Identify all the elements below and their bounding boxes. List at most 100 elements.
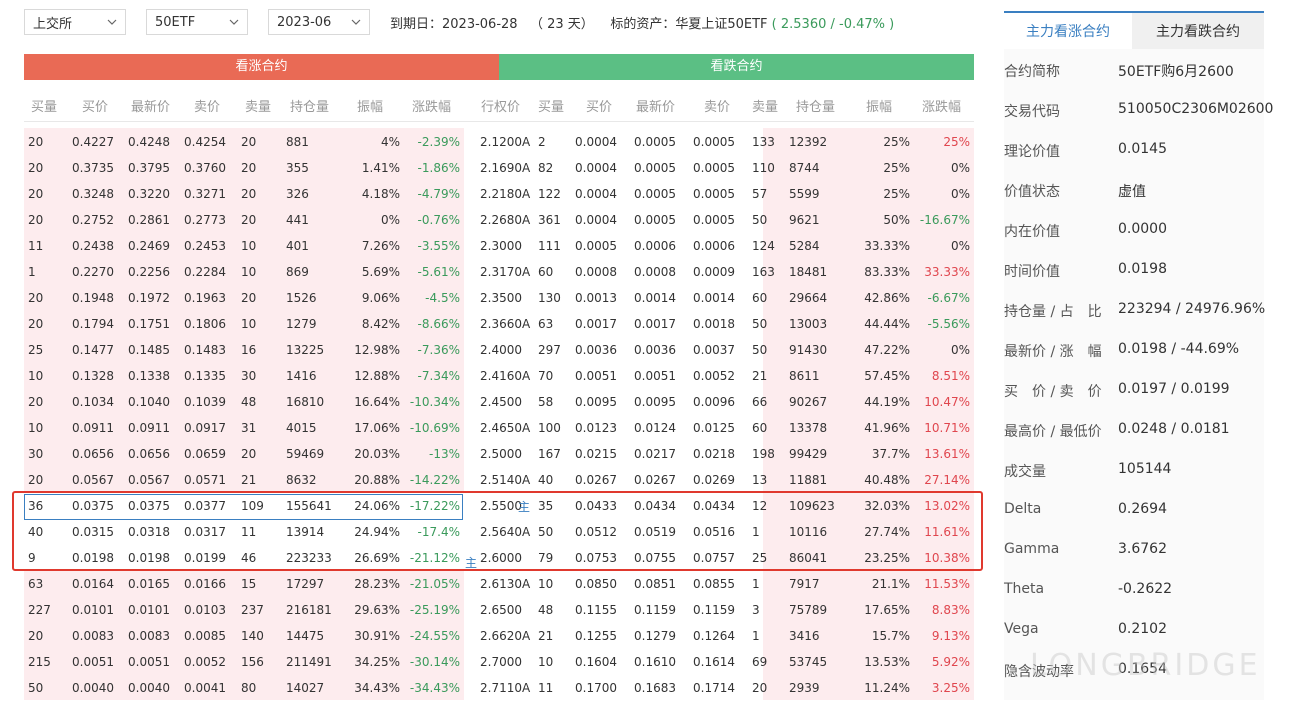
table-row[interactable]: 50 0.0040 0.0040 0.0041 80 14027 34.43% -34.43%… (24, 674, 974, 700)
column-header[interactable]: 卖价 (704, 100, 731, 115)
detail-value: 0.0000 (1118, 221, 1167, 237)
table-cell: 11 (538, 681, 554, 695)
table-row[interactable]: 10 0.0911 0.0911 0.0917 31 4015 17.06% -10.69% 2… (24, 414, 974, 440)
table-cell: -17.22% (409, 499, 460, 513)
table-cell: 0.0014 (634, 291, 676, 305)
table-row[interactable]: 63 0.0164 0.0165 0.0166 15 17297 28.23% -21.05%… (24, 570, 974, 596)
column-header[interactable]: 买量 (31, 100, 58, 115)
detail-value: 50ETF购6月2600 (1118, 64, 1234, 80)
table-cell: 0.0017 (575, 317, 617, 331)
table-cell: 40 (538, 473, 554, 487)
table-row[interactable]: 40 0.0315 0.0318 0.0317 11 13914 24.94% -17.4% 2… (24, 518, 974, 544)
table-cell: 0% (950, 161, 970, 175)
table-cell: 44.44% (864, 317, 910, 331)
table-row[interactable]: 11 0.2438 0.2469 0.2453 10 401 7.26% -3.55% 2.30… (24, 232, 974, 258)
column-header[interactable]: 卖量 (752, 100, 779, 115)
asset-name: 华夏上证50ETF (675, 16, 768, 32)
table-cell: 23.25% (864, 551, 910, 565)
table-cell: 10 (538, 655, 554, 669)
table-cell: 0.1972 (128, 291, 170, 305)
tab-main-put[interactable]: 主力看跌合约 (1132, 13, 1264, 49)
column-header[interactable]: 持仓量 (796, 100, 836, 115)
column-header[interactable]: 卖量 (245, 100, 272, 115)
table-cell: 869 (286, 265, 309, 279)
table-row[interactable]: 25 0.1477 0.1485 0.1483 16 13225 12.98% -7.36% 2… (24, 336, 974, 362)
table-row[interactable]: 20 0.1948 0.1972 0.1963 20 1526 9.06% -4.5% 2.35… (24, 284, 974, 310)
table-cell: -5.56% (927, 317, 970, 331)
expiry-date: 2023-06-28 (442, 16, 518, 32)
table-row[interactable]: 20 0.1794 0.1751 0.1806 10 1279 8.42% -8.66% 2.3… (24, 310, 974, 336)
detail-value: 0.0145 (1118, 141, 1167, 157)
table-cell: 0.0911 (72, 421, 114, 435)
table-row[interactable]: 20 0.1034 0.1040 0.1039 48 16810 16.64% -10.34%… (24, 388, 974, 414)
column-header[interactable]: 最新价 (131, 100, 171, 115)
tab-main-call[interactable]: 主力看涨合约 (1004, 13, 1133, 49)
put-itm-shading (763, 128, 974, 700)
detail-value: 223294 / 24976.96% (1118, 301, 1266, 317)
table-row[interactable]: 227 0.0101 0.0101 0.0103 237 216181 29.63% -25.… (24, 596, 974, 622)
column-header[interactable]: 振幅 (357, 100, 384, 115)
table-row[interactable]: 30 0.0656 0.0656 0.0659 20 59469 20.03% -13% 2.5… (24, 440, 974, 466)
table-cell: 13003 (789, 317, 828, 331)
table-cell: 8.51% (931, 369, 970, 383)
table-row[interactable]: 36 0.0375 0.0375 0.0377 109 155641 24.06% -17.2… (24, 492, 974, 518)
column-header[interactable]: 买价 (586, 100, 613, 115)
table-cell: 32.03% (864, 499, 910, 513)
table-cell: 13378 (789, 421, 828, 435)
detail-label: 最新价 / 涨 幅 (1004, 344, 1102, 360)
detail-item: Gamma 3.6762 (1004, 541, 1284, 581)
column-header[interactable]: 振幅 (866, 100, 893, 115)
table-cell: -24.55% (409, 629, 460, 643)
table-cell: 2939 (789, 681, 820, 695)
strike-cell: 2.6000 (480, 551, 522, 565)
table-cell: 0.2453 (184, 239, 226, 253)
table-cell: 227 (28, 603, 51, 617)
month-value: 2023-06 (277, 14, 332, 30)
table-cell: 48 (538, 603, 554, 617)
table-row[interactable]: 20 0.3735 0.3795 0.3760 20 355 1.41% -1.86% 2.16… (24, 154, 974, 180)
detail-item: 买 价 / 卖 价 0.0197 / 0.0199 (1004, 381, 1284, 421)
table-row[interactable]: 20 0.0083 0.0083 0.0085 140 14475 30.91% -24.55… (24, 622, 974, 648)
column-header[interactable]: 买量 (538, 100, 565, 115)
detail-label: Vega (1004, 621, 1039, 637)
table-cell: 223233 (286, 551, 332, 565)
table-cell: 33.33% (924, 265, 970, 279)
exchange-select[interactable]: 上交所 (24, 9, 126, 35)
detail-value: 虚值 (1118, 184, 1146, 200)
table-row[interactable]: 10 0.1328 0.1338 0.1335 30 1416 12.88% -7.34% 2.… (24, 362, 974, 388)
detail-item: 合约简称 50ETF购6月2600 (1004, 61, 1284, 101)
table-cell: 34.25% (354, 655, 400, 669)
table-cell: 20 (28, 317, 44, 331)
table-row[interactable]: 1 0.2270 0.2256 0.2284 10 869 5.69% -5.61% 2.317… (24, 258, 974, 284)
table-row[interactable]: 9 0.0198 0.0198 0.0199 46 223233 26.69% -21.12%… (24, 544, 974, 570)
underlying-select[interactable]: 50ETF (146, 9, 248, 35)
column-header[interactable]: 最新价 (636, 100, 676, 115)
table-cell: 361 (538, 213, 561, 227)
table-row[interactable]: 20 0.2752 0.2861 0.2773 20 441 0% -0.76% 2.2680A… (24, 206, 974, 232)
column-header[interactable]: 涨跌幅 (922, 100, 962, 115)
table-cell: 58 (538, 395, 554, 409)
table-cell: 24.06% (354, 499, 400, 513)
column-header[interactable]: 持仓量 (290, 100, 330, 115)
table-cell: 0.1751 (128, 317, 170, 331)
table-cell: 0.0164 (72, 577, 114, 591)
column-header[interactable]: 卖价 (194, 100, 221, 115)
table-row[interactable]: 20 0.4227 0.4248 0.4254 20 881 4% -2.39% 2.1200A… (24, 128, 974, 154)
table-cell: 0.0096 (693, 395, 735, 409)
table-cell: 4% (380, 135, 400, 149)
table-row[interactable]: 215 0.0051 0.0051 0.0052 156 211491 34.25% -30.… (24, 648, 974, 674)
table-cell: -3.55% (417, 239, 460, 253)
column-header[interactable]: 行权价 (481, 100, 521, 115)
table-cell: 20 (241, 135, 257, 149)
table-row[interactable]: 20 0.0567 0.0567 0.0571 21 8632 20.88% -14.22% 2… (24, 466, 974, 492)
table-cell: 26.69% (354, 551, 400, 565)
detail-value: 0.0197 / 0.0199 (1118, 381, 1230, 397)
main-contract-marker: 主 (518, 500, 531, 514)
table-cell: 20 (28, 629, 44, 643)
month-select[interactable]: 2023-06 (268, 9, 370, 35)
column-header[interactable]: 涨跌幅 (412, 100, 452, 115)
table-row[interactable]: 20 0.3248 0.3220 0.3271 20 326 4.18% -4.79% 2.21… (24, 180, 974, 206)
table-cell: 0.0018 (693, 317, 735, 331)
put-section-header: 看跌合约 (499, 54, 974, 80)
column-header[interactable]: 买价 (82, 100, 109, 115)
